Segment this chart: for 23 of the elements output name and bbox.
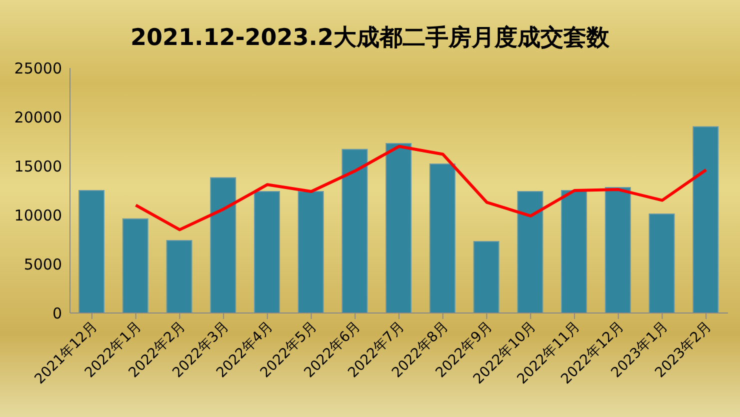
y-tick-label: 0 — [52, 304, 62, 322]
y-tick-label: 25000 — [14, 59, 62, 78]
bar — [517, 190, 544, 313]
y-tick-label: 15000 — [14, 157, 62, 176]
bar — [429, 164, 456, 313]
bar — [386, 142, 412, 313]
bar — [473, 240, 500, 313]
y-tick-label: 10000 — [14, 206, 62, 224]
bar — [78, 190, 104, 313]
bar — [254, 190, 280, 313]
bar — [604, 187, 631, 313]
line-series — [134, 144, 708, 232]
y-tick-label: 5000 — [24, 255, 62, 274]
bar — [210, 177, 236, 313]
bar — [692, 126, 719, 313]
bar — [648, 214, 675, 313]
y-tick-label: 20000 — [14, 108, 62, 126]
chart-title: 2021.12-2023.2大成都二手房月度成交套数 — [129, 24, 611, 53]
bar — [166, 240, 192, 313]
bar — [561, 190, 588, 313]
bar — [298, 190, 324, 313]
bar — [342, 148, 368, 313]
bar — [122, 218, 148, 313]
